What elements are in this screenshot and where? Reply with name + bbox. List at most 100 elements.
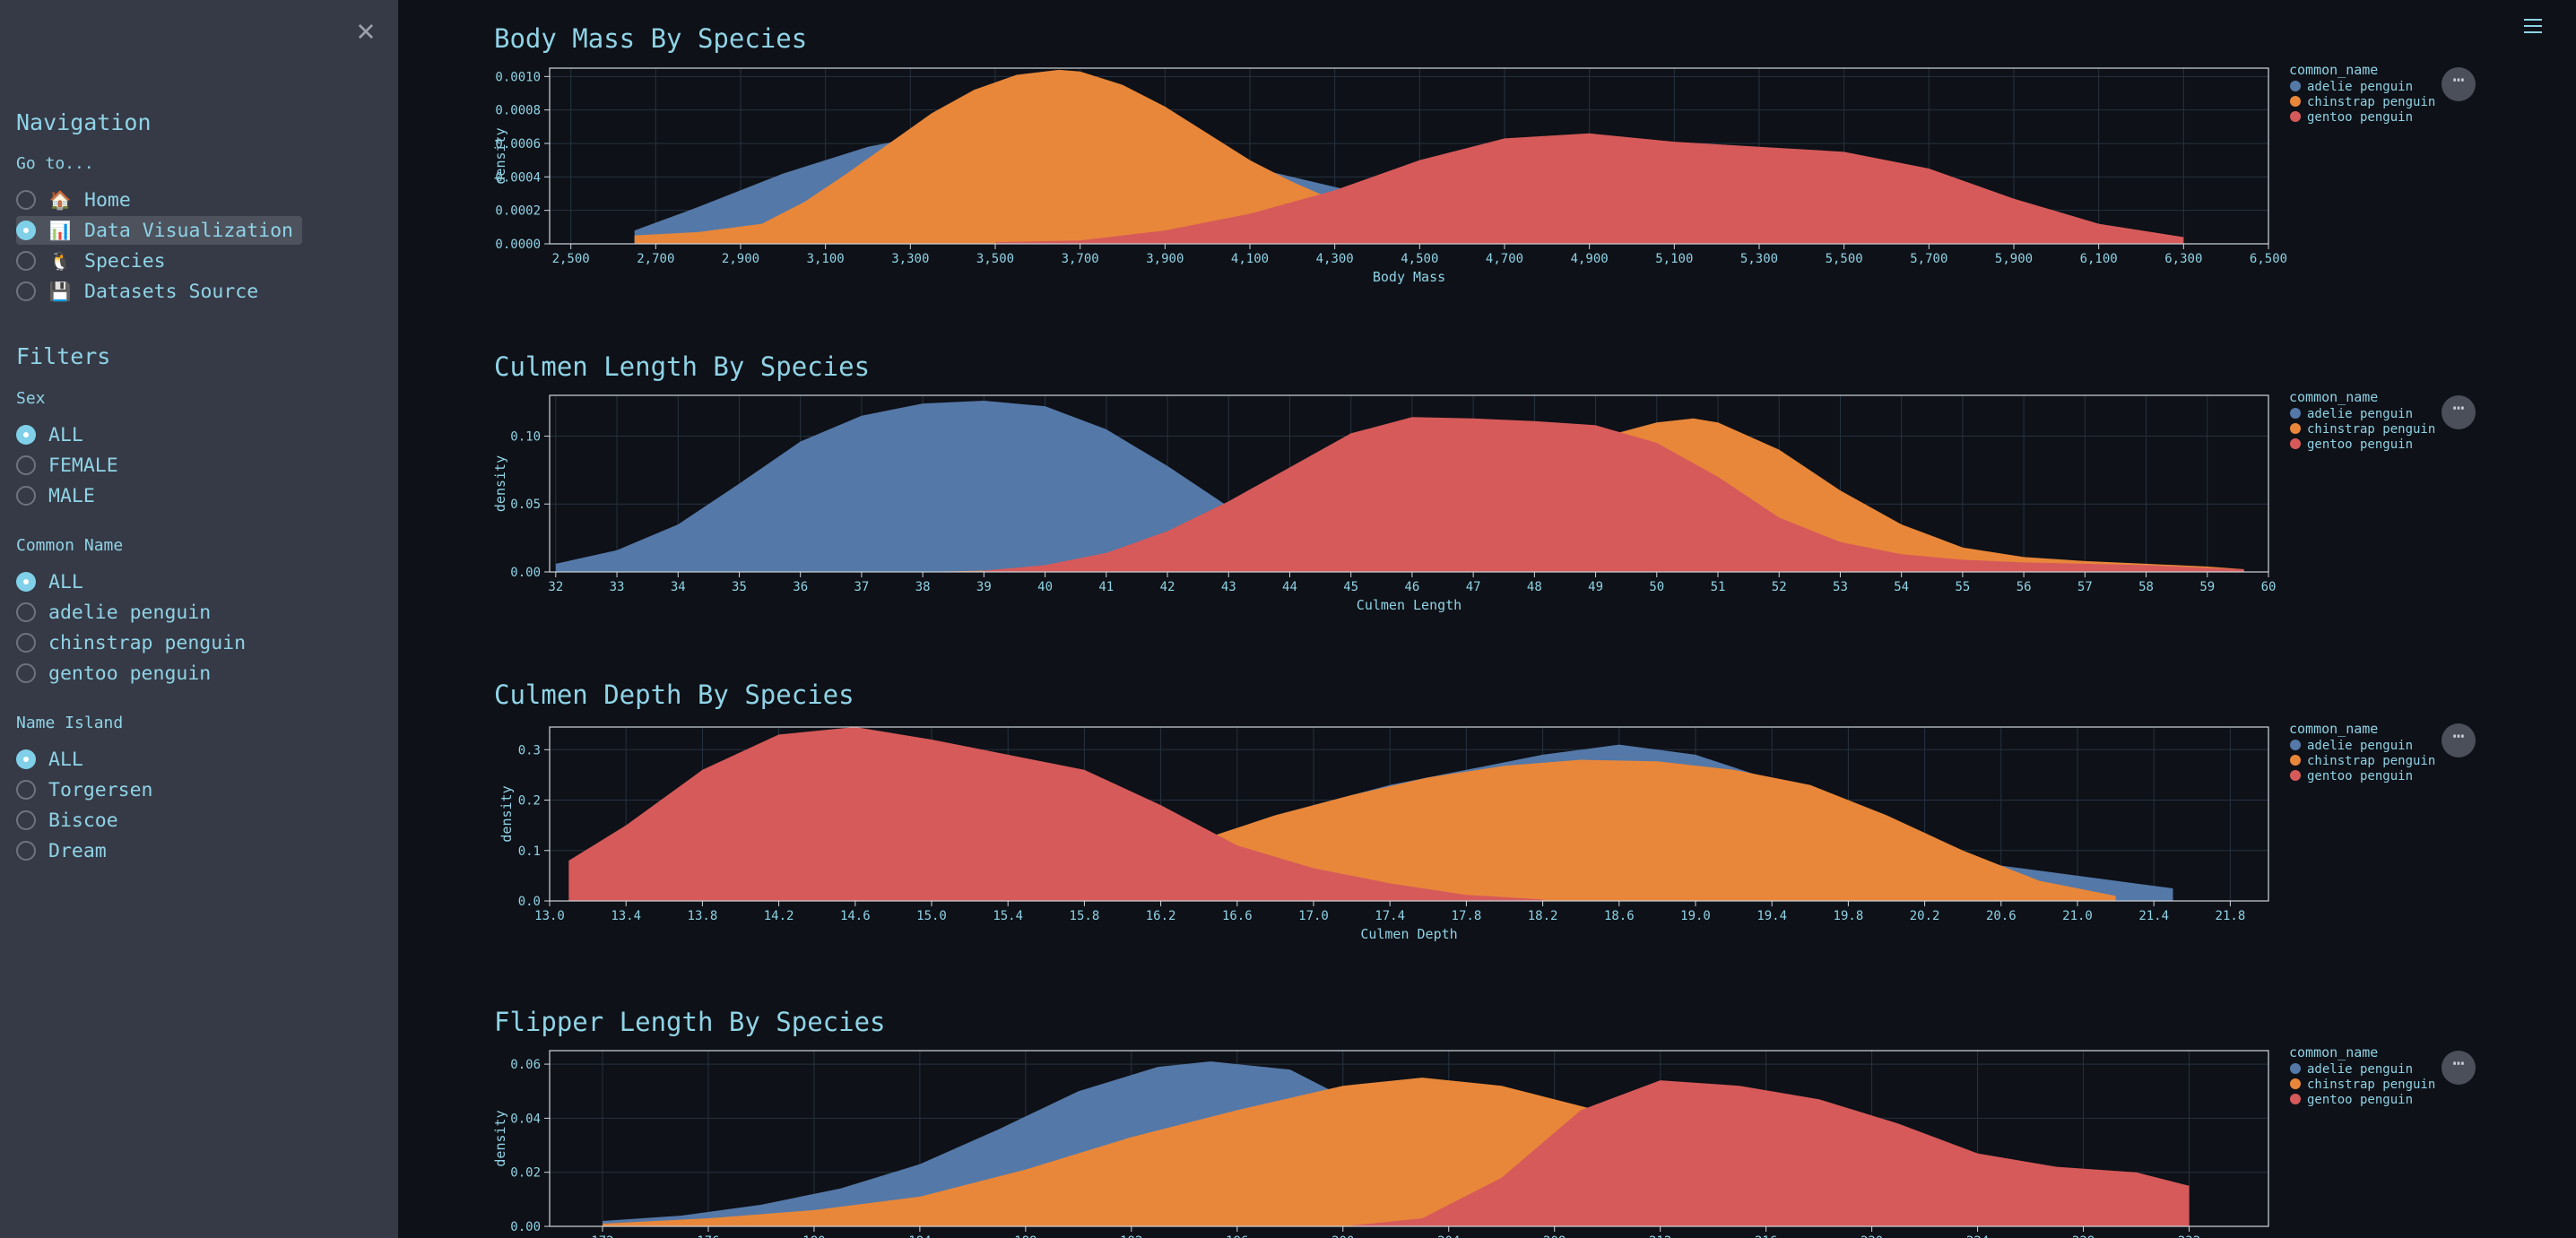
common-name-option-gentoo[interactable]: gentoo penguin (16, 659, 211, 688)
y-axis-title: density (492, 127, 508, 184)
radio-icon[interactable] (16, 486, 36, 506)
chart-menu-more-icon[interactable]: ⋯ (2442, 723, 2476, 758)
x-tick-label: 13.4 (611, 909, 641, 923)
x-tick-label: 38 (915, 580, 931, 594)
radio-icon[interactable] (16, 780, 36, 800)
x-tick-label: 52 (1772, 580, 1787, 594)
hamburger-menu-icon[interactable] (2521, 16, 2545, 36)
nav-item-species[interactable]: 🐧 Species (16, 247, 166, 275)
x-tick-label: 44 (1282, 580, 1297, 594)
x-tick-label: 2,500 (552, 252, 590, 266)
house-icon: 🏠 (48, 189, 72, 211)
x-tick-label: 3,900 (1146, 252, 1184, 266)
radio-icon[interactable] (16, 663, 36, 683)
x-tick-label: 4,300 (1316, 252, 1354, 266)
area-gentoo-penguin (995, 133, 2184, 244)
x-tick-label: 21.4 (2138, 909, 2169, 923)
option-label: chinstrap penguin (48, 631, 247, 654)
legend-swatch (2290, 111, 2301, 122)
option-label: adelie penguin (48, 601, 212, 624)
sex-option-female[interactable]: FEMALE (16, 451, 118, 480)
common-name-option-all[interactable]: ALL (16, 567, 83, 596)
x-tick-label: 196 (1226, 1234, 1248, 1238)
island-option-biscoe[interactable]: Biscoe (16, 806, 118, 835)
chart-menu-more-icon[interactable]: ⋯ (2442, 1051, 2476, 1085)
nav-item-datasets-source[interactable]: 💾 Datasets Source (16, 277, 258, 306)
x-tick-label: 21.8 (2216, 909, 2246, 923)
chart-menu-more-icon[interactable]: ⋯ (2442, 395, 2476, 429)
chart-flipper-length[interactable]: 172 176 180 184 188 192 196 200 204 208 212 216 220 2… (0, 1038, 2576, 1238)
radio-icon[interactable] (16, 251, 36, 271)
x-tick-label: 184 (908, 1234, 931, 1238)
legend-swatch (2290, 408, 2301, 419)
x-tick-label: 18.6 (1604, 909, 1635, 923)
chart-body-mass[interactable]: 2,500 2,700 2,900 3,100 3,300 3,500 3,700 3,900… (0, 54, 2576, 296)
chart-culmen-length[interactable]: 32 33 34 35 36 37 38 39 40 41 42 43 44 45 46 47 48 49 50 51… (0, 383, 2576, 625)
legend-swatch (2290, 438, 2301, 449)
x-tick-label: 5,100 (1655, 252, 1693, 266)
sex-label: Sex (16, 389, 46, 408)
radio-icon[interactable] (16, 190, 36, 210)
radio-selected-icon[interactable] (16, 221, 36, 240)
option-label: MALE (48, 484, 95, 507)
x-tick-label: 204 (1437, 1234, 1460, 1238)
x-axis-title: Culmen Length (1357, 597, 1461, 613)
y-tick-label: 0.0008 (495, 104, 541, 118)
x-tick-label: 16.6 (1222, 909, 1253, 923)
radio-icon[interactable] (16, 810, 36, 830)
x-tick-label: 19.8 (1834, 909, 1864, 923)
legend-entry: adelie penguin (2307, 407, 2413, 421)
common-name-option-adelie[interactable]: adelie penguin (16, 598, 211, 627)
radio-icon[interactable] (16, 633, 36, 653)
x-tick-label: 224 (1966, 1234, 1989, 1238)
radio-icon[interactable] (16, 841, 36, 861)
x-tick-label: 60 (2261, 580, 2277, 594)
legend-entry: chinstrap penguin (2307, 754, 2435, 768)
x-tick-label: 39 (976, 580, 992, 594)
x-tick-label: 200 (1331, 1234, 1354, 1238)
y-tick-label: 0.0000 (495, 238, 541, 252)
x-tick-label: 172 (591, 1234, 613, 1238)
chart-culmen-depth[interactable]: 13.0 13.4 13.8 14.2 14.6 15.0 15.4 15.8 16.2 16.6… (0, 711, 2576, 953)
y-tick-label: 0.0010 (495, 70, 541, 84)
radio-icon[interactable] (16, 602, 36, 622)
island-option-torgersen[interactable]: Torgersen (16, 775, 153, 804)
penguin-icon: 🐧 (48, 250, 72, 272)
x-tick-label: 18.2 (1528, 909, 1558, 923)
x-tick-label: 20.6 (1986, 909, 2017, 923)
x-tick-label: 54 (1894, 580, 1909, 594)
island-option-all[interactable]: ALL (16, 745, 83, 774)
x-tick-label: 48 (1527, 580, 1542, 594)
legend-entry: gentoo penguin (2307, 110, 2413, 125)
x-tick-label: 212 (1649, 1234, 1671, 1238)
x-tick-label: 53 (1833, 580, 1848, 594)
radio-selected-icon[interactable] (16, 572, 36, 592)
nav-item-label: Species (84, 249, 166, 273)
sex-option-male[interactable]: MALE (16, 481, 95, 510)
x-tick-label: 6,500 (2250, 252, 2287, 266)
legend-swatch (2290, 755, 2301, 766)
common-name-label: Common Name (16, 536, 124, 555)
y-tick-label: 0.06 (510, 1058, 541, 1072)
x-tick-label: 15.4 (993, 909, 1023, 923)
floppy-disk-icon: 💾 (48, 281, 72, 302)
common-name-option-chinstrap[interactable]: chinstrap penguin (16, 628, 246, 657)
x-tick-label: 20.2 (1910, 909, 1940, 923)
chart-menu-more-icon[interactable]: ⋯ (2442, 67, 2476, 101)
nav-item-data-visualization[interactable]: 📊 Data Visualization (16, 216, 302, 245)
radio-icon[interactable] (16, 281, 36, 301)
goto-label: Go to... (16, 154, 94, 173)
x-tick-label: 4,100 (1231, 252, 1269, 266)
x-tick-label: 46 (1404, 580, 1419, 594)
legend-entry: chinstrap penguin (2307, 1078, 2435, 1092)
close-sidebar-icon[interactable]: ✕ (356, 13, 376, 48)
sex-option-all[interactable]: ALL (16, 420, 83, 449)
nav-item-home[interactable]: 🏠 Home (16, 186, 131, 214)
area-gentoo-penguin (984, 417, 2244, 572)
x-tick-label: 180 (802, 1234, 825, 1238)
radio-selected-icon[interactable] (16, 425, 36, 445)
island-option-dream[interactable]: Dream (16, 836, 107, 865)
x-tick-label: 19.4 (1756, 909, 1787, 923)
radio-selected-icon[interactable] (16, 749, 36, 769)
radio-icon[interactable] (16, 455, 36, 475)
